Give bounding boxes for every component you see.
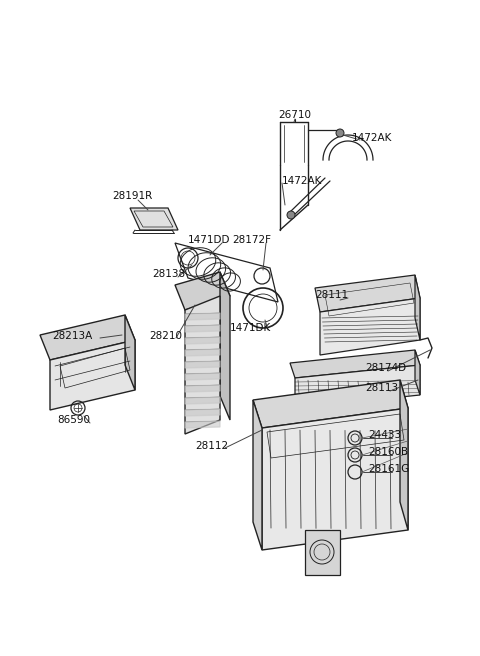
Polygon shape bbox=[220, 272, 230, 420]
Polygon shape bbox=[253, 380, 408, 428]
Polygon shape bbox=[415, 275, 420, 340]
Polygon shape bbox=[185, 409, 220, 416]
Text: 86590: 86590 bbox=[57, 415, 90, 425]
Text: 28113: 28113 bbox=[365, 383, 398, 393]
Polygon shape bbox=[185, 361, 220, 368]
Polygon shape bbox=[125, 315, 135, 390]
Polygon shape bbox=[290, 350, 420, 378]
Polygon shape bbox=[262, 408, 408, 550]
Text: 26710: 26710 bbox=[278, 110, 312, 120]
Text: 1472AK: 1472AK bbox=[282, 176, 323, 186]
Polygon shape bbox=[400, 380, 408, 530]
Circle shape bbox=[336, 129, 344, 137]
Text: 28213A: 28213A bbox=[52, 331, 92, 341]
Polygon shape bbox=[185, 296, 220, 434]
Text: 28210: 28210 bbox=[149, 331, 182, 341]
Text: 28138: 28138 bbox=[152, 269, 185, 279]
Polygon shape bbox=[185, 349, 220, 356]
Text: 28191R: 28191R bbox=[112, 191, 152, 201]
Text: 1472AK: 1472AK bbox=[352, 133, 392, 143]
Polygon shape bbox=[295, 365, 420, 408]
Polygon shape bbox=[50, 340, 135, 410]
Text: 28112: 28112 bbox=[195, 441, 228, 451]
Polygon shape bbox=[185, 325, 220, 332]
Text: 24433: 24433 bbox=[368, 430, 401, 440]
Text: 28174D: 28174D bbox=[365, 363, 406, 373]
Polygon shape bbox=[185, 385, 220, 392]
Text: 1471DK: 1471DK bbox=[230, 323, 271, 333]
Polygon shape bbox=[185, 421, 220, 428]
Polygon shape bbox=[185, 313, 220, 320]
Polygon shape bbox=[305, 530, 340, 575]
Polygon shape bbox=[185, 397, 220, 404]
Text: 28161G: 28161G bbox=[368, 464, 409, 474]
Text: 28172F: 28172F bbox=[232, 235, 271, 245]
Circle shape bbox=[287, 211, 295, 219]
Polygon shape bbox=[320, 298, 420, 355]
Polygon shape bbox=[175, 272, 230, 310]
Polygon shape bbox=[315, 275, 420, 312]
Polygon shape bbox=[40, 315, 135, 360]
Polygon shape bbox=[185, 373, 220, 380]
Text: 28160B: 28160B bbox=[368, 447, 408, 457]
Text: 1471DD: 1471DD bbox=[188, 235, 230, 245]
Polygon shape bbox=[185, 337, 220, 344]
Polygon shape bbox=[253, 400, 262, 550]
Polygon shape bbox=[130, 208, 178, 230]
Polygon shape bbox=[415, 350, 420, 395]
Text: 28111: 28111 bbox=[315, 290, 348, 300]
